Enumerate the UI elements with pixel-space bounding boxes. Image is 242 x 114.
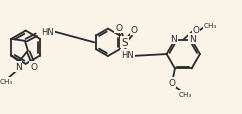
Text: O: O [131, 26, 138, 35]
Text: O: O [115, 24, 122, 33]
Text: O: O [192, 26, 199, 35]
Text: N: N [15, 62, 22, 71]
Text: CH₃: CH₃ [179, 91, 192, 97]
Text: S: S [121, 38, 128, 48]
Text: O: O [168, 78, 175, 87]
Text: N: N [189, 35, 196, 44]
Text: CH₃: CH₃ [0, 78, 13, 84]
Text: HN: HN [121, 50, 134, 59]
Text: HN: HN [41, 27, 54, 36]
Text: N: N [171, 35, 177, 44]
Text: CH₃: CH₃ [204, 23, 217, 29]
Text: O: O [30, 62, 37, 71]
